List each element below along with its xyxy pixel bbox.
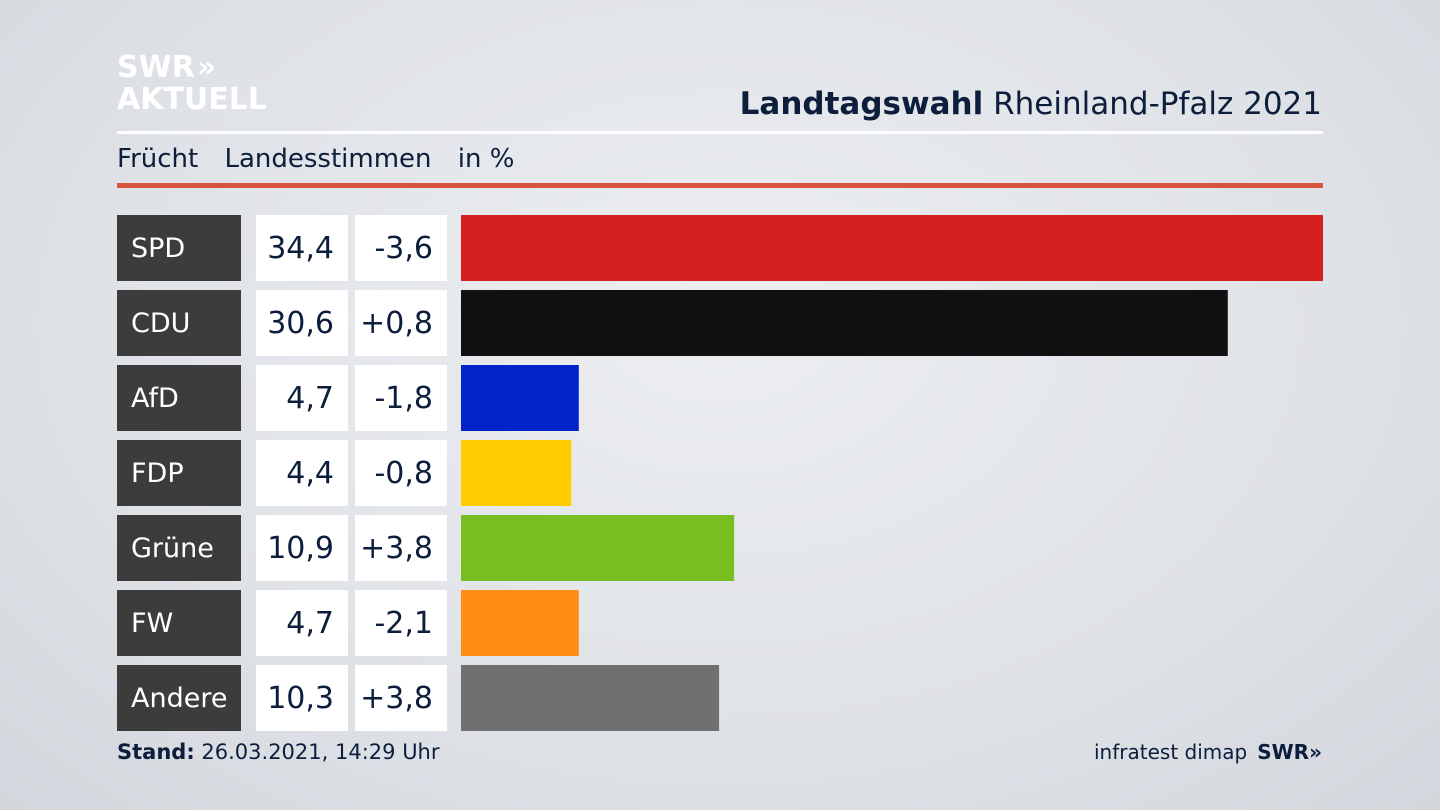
table-row: FDP 4,4 -0,8 (117, 440, 1323, 506)
change-label: -2,1 (355, 590, 447, 656)
vote-share-label: 34,4 (256, 215, 348, 281)
swr-aktuell-logo: SWR» AKTUELL (117, 50, 268, 117)
vote-share-label: 10,9 (256, 515, 348, 581)
subheader-col1: Frücht (117, 144, 199, 174)
timestamp: Stand: 26.03.2021, 14:29 Uhr (117, 740, 440, 764)
vote-share-label: 4,7 (256, 590, 348, 656)
bar-chart (461, 215, 1323, 731)
party-label: Andere (117, 665, 241, 731)
bar-cdu (461, 290, 1228, 356)
bar-spd (461, 215, 1323, 281)
vote-share-label: 10,3 (256, 665, 348, 731)
change-label: +0,8 (355, 290, 447, 356)
bar-grüne (461, 515, 735, 581)
change-label: -1,8 (355, 365, 447, 431)
header-divider (117, 131, 1323, 134)
bar-andere (461, 665, 720, 731)
table-row: FW 4,7 -2,1 (117, 590, 1323, 656)
party-label: Grüne (117, 515, 241, 581)
vote-share-label: 4,4 (256, 440, 348, 506)
party-label: SPD (117, 215, 241, 281)
source-credit: infratest dimap SWR» (1094, 740, 1322, 764)
change-label: +3,8 (355, 515, 447, 581)
bar-fdp (461, 440, 572, 506)
vote-share-label: 4,7 (256, 365, 348, 431)
party-label: AfD (117, 365, 241, 431)
source-label: infratest dimap (1094, 740, 1248, 764)
table-row: SPD 34,4 -3,6 (117, 215, 1323, 281)
title-bold: Landtagswahl (739, 86, 984, 122)
change-label: -0,8 (355, 440, 447, 506)
title-rest: Rheinland-Pfalz 2021 (993, 86, 1322, 122)
party-label: FDP (117, 440, 241, 506)
table-row: Andere 10,3 +3,8 (117, 665, 1323, 731)
vote-share-label: 30,6 (256, 290, 348, 356)
party-label: FW (117, 590, 241, 656)
subheader-col2: Landesstimmen (224, 144, 432, 174)
party-label: CDU (117, 290, 241, 356)
change-label: -3,6 (355, 215, 447, 281)
table-row: Grüne 10,9 +3,8 (117, 515, 1323, 581)
bar-afd (461, 365, 579, 431)
table-row: CDU 30,6 +0,8 (117, 290, 1323, 356)
table-row: AfD 4,7 -1,8 (117, 365, 1323, 431)
chevron-icon: » (196, 50, 217, 85)
page-title: Landtagswahl Rheinland-Pfalz 2021 (740, 86, 1322, 122)
bar-fw (461, 590, 579, 656)
subheader-col3: in % (457, 144, 515, 174)
change-label: +3,8 (355, 665, 447, 731)
swr-brand: SWR» (1257, 740, 1322, 764)
accent-divider (117, 183, 1323, 188)
subheader: Frücht Landesstimmen in % (117, 144, 532, 174)
